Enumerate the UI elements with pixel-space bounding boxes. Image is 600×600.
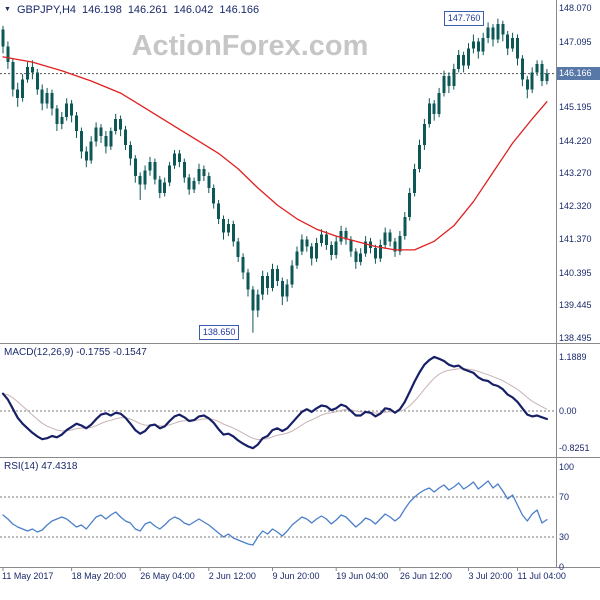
time-axis-label: 18 May 20:00 (71, 571, 127, 581)
axis-label: 100 (559, 462, 575, 472)
rsi-label: RSI(14) 47.4318 (4, 461, 78, 472)
time-axis-label: 11 May 2017 (2, 571, 54, 581)
axis-label: 1.1889 (559, 351, 587, 362)
axis-label: 142.320 (559, 201, 592, 212)
watermark: ActionForex.com (131, 30, 369, 62)
axis-label: 140.395 (559, 267, 592, 278)
axis-label: -0.8251 (559, 443, 590, 454)
axis-label: 138.495 (559, 333, 592, 343)
price-axis[interactable]: 148.070 147.095 145.195 144.220 143.270 142.3… (556, 0, 600, 572)
axis-label: 144.220 (559, 135, 592, 146)
chart-title: ▼ GBPJPY,H4 146.198 146.261 146.042 146.166 (4, 4, 265, 16)
low-price-label: 138.650 (198, 324, 240, 340)
time-axis-label: 9 Jun 20:00 (272, 571, 320, 581)
time-axis-label: 19 Jun 04:00 (336, 571, 389, 581)
axis-label: 147.095 (559, 36, 592, 47)
axis-label: 139.445 (559, 300, 592, 311)
time-axis[interactable]: 11 May 2017 18 May 20:00 26 May 04:00 2 Jun… (0, 568, 600, 588)
time-axis-label: 26 Jun 12:00 (399, 571, 452, 581)
ohlc-high: 146.261 (127, 4, 168, 16)
axis-label: 70 (559, 492, 570, 502)
axis-label: 145.195 (559, 102, 592, 113)
time-axis-label: 11 Jul 04:00 (517, 571, 566, 581)
axis-label: 30 (559, 532, 570, 542)
symbol-label: GBPJPY,H4 (16, 4, 77, 16)
time-axis-label: 3 Jul 20:00 (468, 571, 513, 581)
axis-label: 0 (559, 562, 565, 572)
ohlc-close: 146.166 (219, 4, 260, 16)
time-axis-label: 2 Jun 12:00 (208, 571, 256, 581)
high-price-label: 147.760 (443, 10, 485, 26)
symbol-marker-icon: ▼ (4, 6, 11, 13)
macd-label: MACD(12,26,9) -0.1755 -0.1547 (4, 347, 147, 358)
axis-label: 143.270 (559, 168, 592, 179)
axis-label: 141.370 (559, 233, 592, 244)
axis-label: 148.070 (559, 2, 592, 13)
axis-label: 0.00 (559, 405, 577, 416)
time-axis-label: 26 May 04:00 (140, 571, 195, 581)
current-price-tag: 146.166 (557, 66, 600, 80)
ohlc-open: 146.198 (82, 4, 122, 16)
ohlc-low: 146.042 (173, 4, 214, 16)
